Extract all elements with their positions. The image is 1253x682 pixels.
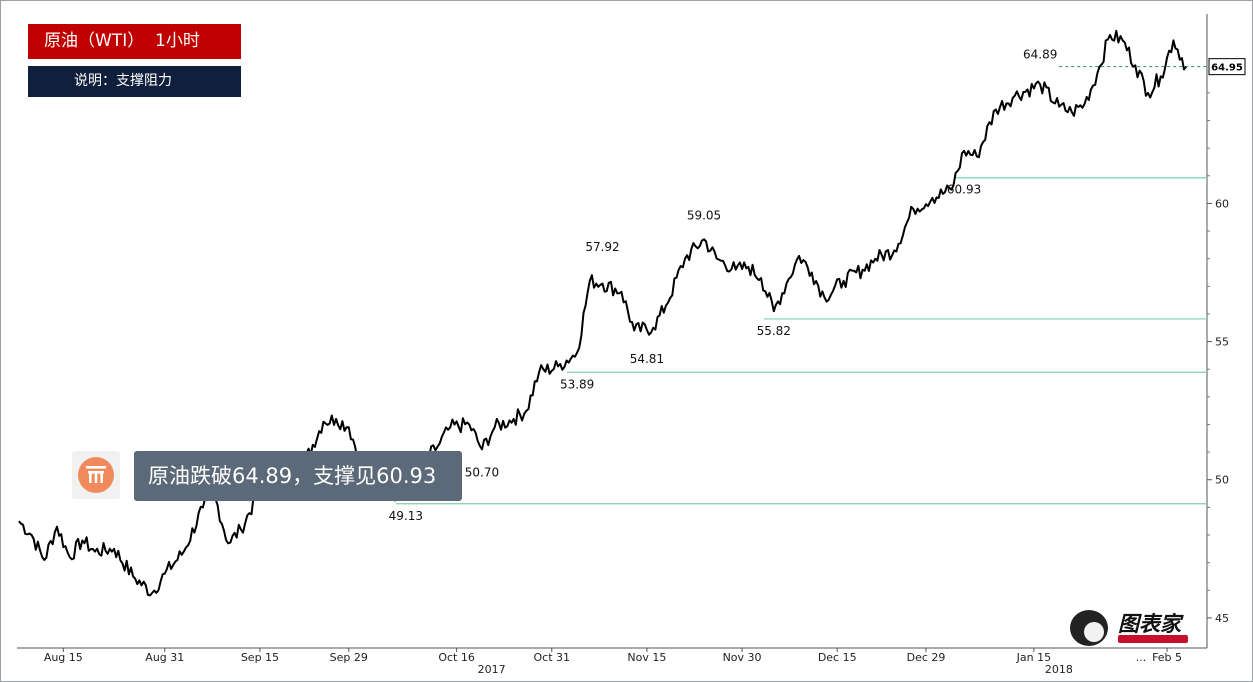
price-annotation: 59.05 (687, 209, 721, 223)
y-tick-label: 50 (1215, 474, 1229, 487)
y-tick-label: 45 (1215, 612, 1229, 625)
price-series-line (18, 29, 1187, 597)
x-tick-label: Aug 15 (44, 651, 83, 664)
price-annotation: 49.13 (389, 509, 423, 523)
last-price-tag (1208, 58, 1246, 76)
chart-title: 原油（WTI） 1小时 (28, 24, 241, 59)
price-annotation: 64.89 (1023, 47, 1057, 61)
watermark-text: 图表家 (1118, 611, 1181, 636)
y-tick-label: 55 (1215, 336, 1229, 349)
x-tick-label: Dec 29 (907, 651, 946, 664)
coin-badge (72, 451, 120, 499)
last-price-label: 64.95 (1211, 63, 1243, 74)
watermark-underline (1118, 635, 1188, 643)
x-tick-label: Jan 15 (1016, 651, 1051, 664)
x-tick-label: Sep 29 (330, 651, 368, 664)
price-annotation: 50.70 (465, 465, 499, 479)
x-tick-label: Sep 15 (241, 651, 279, 664)
price-annotation: 57.92 (585, 240, 619, 254)
x-tick-label: Nov 30 (723, 651, 762, 664)
price-annotation: 53.89 (560, 377, 594, 391)
x-extra-label: ... (1136, 651, 1147, 664)
watermark-logo: 图表家 (1066, 608, 1196, 648)
x-tick-label: Oct 16 (438, 651, 475, 664)
x-tick-label: Feb 5 (1152, 651, 1182, 664)
price-annotation: 54.81 (630, 352, 664, 366)
price-annotation: 55.82 (757, 324, 791, 338)
y-tick-label: 60 (1215, 197, 1229, 210)
mascot-logo-icon (1070, 610, 1108, 646)
notice-banner: 原油跌破64.89，支撑见60.93 (134, 451, 462, 501)
x-tick-label: Dec 15 (818, 651, 857, 664)
x-tick-label: Aug 31 (145, 651, 184, 664)
price-annotation: 60.93 (947, 183, 981, 197)
year-label: 2018 (1045, 663, 1073, 676)
chart-subtitle: 说明：支撑阻力 (28, 66, 241, 97)
x-tick-label: Nov 15 (627, 651, 666, 664)
year-label: 2017 (478, 663, 506, 676)
coin-icon (78, 457, 114, 493)
x-tick-label: Oct 31 (533, 651, 570, 664)
